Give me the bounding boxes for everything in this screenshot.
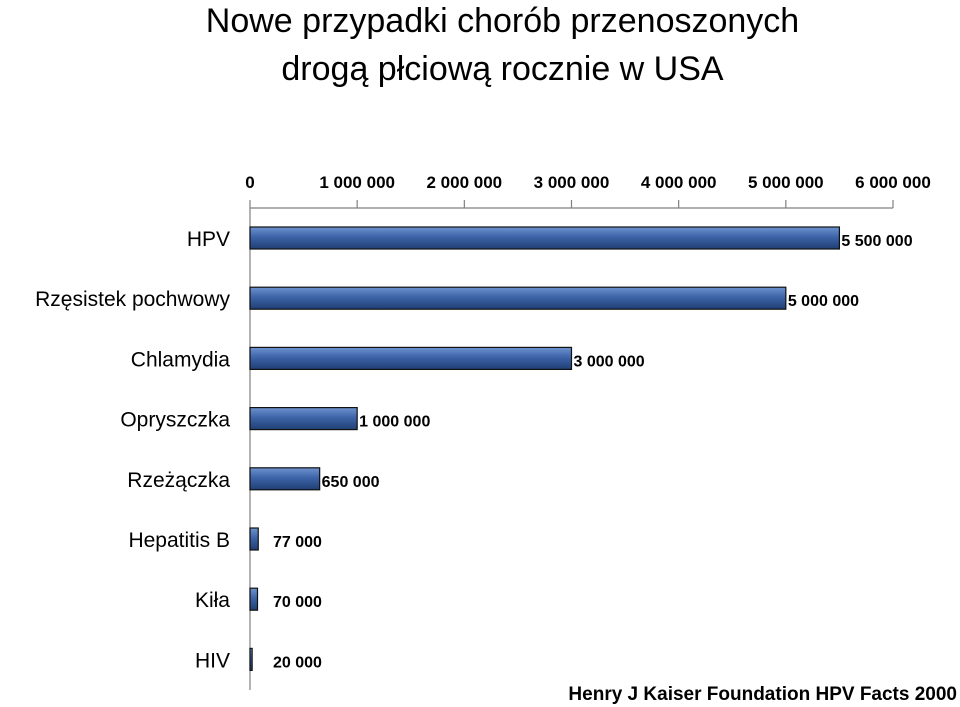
value-label: 3 000 000 bbox=[574, 353, 645, 370]
bar bbox=[249, 647, 253, 672]
x-tick-label: 0 bbox=[245, 173, 254, 192]
bar bbox=[249, 226, 841, 250]
bar bbox=[249, 467, 321, 491]
chart-title: Nowe przypadki chorób przenoszonych drog… bbox=[0, 0, 960, 93]
x-tick-label: 6 000 000 bbox=[855, 173, 931, 192]
x-tick-label: 2 000 000 bbox=[427, 173, 503, 192]
x-tick-label: 4 000 000 bbox=[641, 173, 717, 192]
value-label: 5 500 000 bbox=[841, 233, 912, 250]
category-label: Hepatitis B bbox=[128, 529, 230, 552]
bar bbox=[249, 407, 358, 431]
x-axis: 0 1 000 000 2 000 000 3 000 000 4 000 000 5 0… bbox=[245, 173, 931, 690]
x-tick-label: 3 000 000 bbox=[534, 173, 610, 192]
bar bbox=[249, 286, 787, 310]
bar bbox=[249, 527, 259, 551]
value-label: 1 000 000 bbox=[359, 414, 430, 431]
source-caption: Henry J Kaiser Foundation HPV Facts 2000 bbox=[568, 684, 957, 705]
category-label: Opryszczka bbox=[120, 409, 230, 432]
value-label: 20 000 bbox=[273, 654, 322, 671]
bar bbox=[249, 587, 259, 611]
category-label: HPV bbox=[187, 228, 230, 251]
value-label: 77 000 bbox=[273, 534, 322, 551]
category-label: Rzeżączka bbox=[127, 469, 230, 492]
bars: HPV 5 500 000 Rzęsistek pochwowy 5 000 000 C… bbox=[35, 226, 913, 672]
category-label: HIV bbox=[195, 649, 230, 672]
value-label: 70 000 bbox=[273, 594, 322, 611]
value-label: 5 000 000 bbox=[788, 293, 859, 310]
x-tick-label: 1 000 000 bbox=[319, 173, 395, 192]
bar bbox=[249, 346, 573, 370]
category-label: Kiła bbox=[195, 589, 230, 612]
category-label: Chlamydia bbox=[131, 348, 231, 371]
value-label: 650 000 bbox=[322, 474, 380, 491]
category-label: Rzęsistek pochwowy bbox=[35, 288, 230, 311]
chart-title-line1: Nowe przypadki chorób przenoszonych bbox=[205, 2, 800, 40]
x-tick-label: 5 000 000 bbox=[748, 173, 824, 192]
chart-title-line2: drogą płciową rocznie w USA bbox=[281, 50, 724, 88]
